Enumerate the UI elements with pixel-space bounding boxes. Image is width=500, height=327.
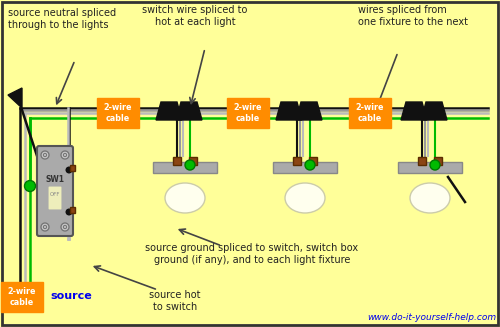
Circle shape — [41, 223, 49, 231]
FancyBboxPatch shape — [97, 98, 139, 128]
Circle shape — [61, 223, 69, 231]
Circle shape — [61, 151, 69, 159]
Polygon shape — [276, 102, 302, 120]
FancyBboxPatch shape — [1, 282, 43, 312]
Bar — [189, 157, 197, 165]
Text: source: source — [50, 291, 92, 301]
Text: 2-wire
cable: 2-wire cable — [234, 103, 262, 123]
Bar — [70, 165, 75, 171]
FancyBboxPatch shape — [37, 146, 73, 236]
Text: source hot
to switch: source hot to switch — [149, 290, 201, 312]
Text: source neutral spliced
through to the lights: source neutral spliced through to the li… — [8, 8, 116, 30]
Text: switch wire spliced to
hot at each light: switch wire spliced to hot at each light — [142, 5, 248, 26]
Bar — [434, 157, 442, 165]
Text: www.do-it-yourself-help.com: www.do-it-yourself-help.com — [367, 313, 496, 322]
Circle shape — [430, 160, 440, 170]
Polygon shape — [421, 102, 447, 120]
Polygon shape — [296, 102, 322, 120]
Circle shape — [305, 160, 315, 170]
Text: 2-wire
cable: 2-wire cable — [104, 103, 132, 123]
Bar — [418, 157, 426, 165]
Polygon shape — [176, 102, 202, 120]
FancyBboxPatch shape — [349, 98, 391, 128]
Text: OFF: OFF — [50, 193, 60, 198]
Text: 2-wire
cable: 2-wire cable — [8, 287, 36, 307]
FancyBboxPatch shape — [227, 98, 269, 128]
Text: source ground spliced to switch, switch box
ground (if any), and to each light f: source ground spliced to switch, switch … — [146, 243, 358, 265]
FancyBboxPatch shape — [48, 186, 62, 210]
Bar — [398, 162, 462, 173]
Polygon shape — [401, 102, 427, 120]
Text: SW1: SW1 — [46, 176, 64, 184]
Circle shape — [185, 160, 195, 170]
Bar — [273, 162, 337, 173]
Circle shape — [66, 209, 72, 215]
Polygon shape — [156, 102, 182, 120]
Bar — [153, 162, 217, 173]
Ellipse shape — [285, 183, 325, 213]
Polygon shape — [8, 88, 22, 108]
Circle shape — [24, 181, 36, 192]
Ellipse shape — [410, 183, 450, 213]
Circle shape — [44, 226, 46, 229]
Bar — [293, 157, 301, 165]
Circle shape — [64, 153, 66, 157]
Circle shape — [64, 226, 66, 229]
Ellipse shape — [165, 183, 205, 213]
Circle shape — [41, 151, 49, 159]
Bar — [173, 157, 181, 165]
Text: 2-wire
cable: 2-wire cable — [356, 103, 384, 123]
Bar — [309, 157, 317, 165]
Circle shape — [44, 153, 46, 157]
Circle shape — [66, 166, 72, 174]
Bar — [70, 207, 75, 213]
Text: wires spliced from
one fixture to the next: wires spliced from one fixture to the ne… — [358, 5, 468, 26]
